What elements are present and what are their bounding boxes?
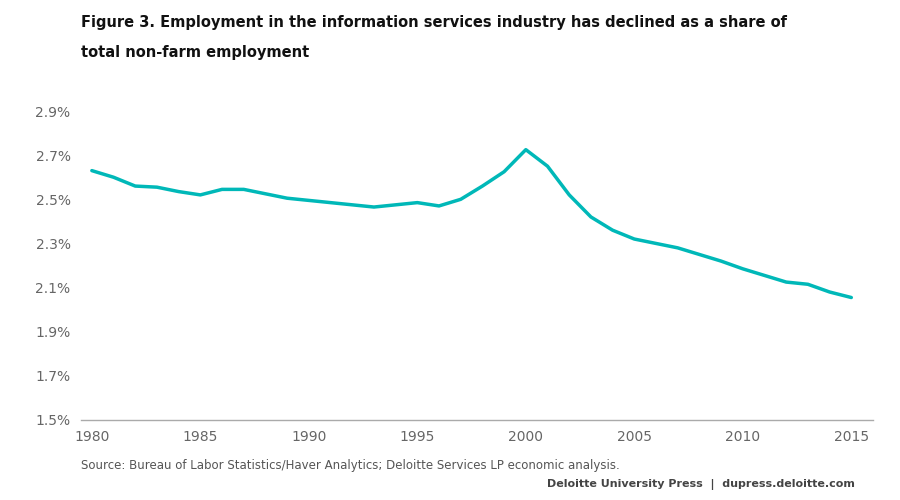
Text: Deloitte University Press  |  dupress.deloitte.com: Deloitte University Press | dupress.delo…: [547, 479, 855, 490]
Text: Figure 3. Employment in the information services industry has declined as a shar: Figure 3. Employment in the information …: [81, 15, 787, 30]
Text: Source: Bureau of Labor Statistics/Haver Analytics; Deloitte Services LP economi: Source: Bureau of Labor Statistics/Haver…: [81, 460, 620, 472]
Text: total non-farm employment: total non-farm employment: [81, 45, 310, 60]
